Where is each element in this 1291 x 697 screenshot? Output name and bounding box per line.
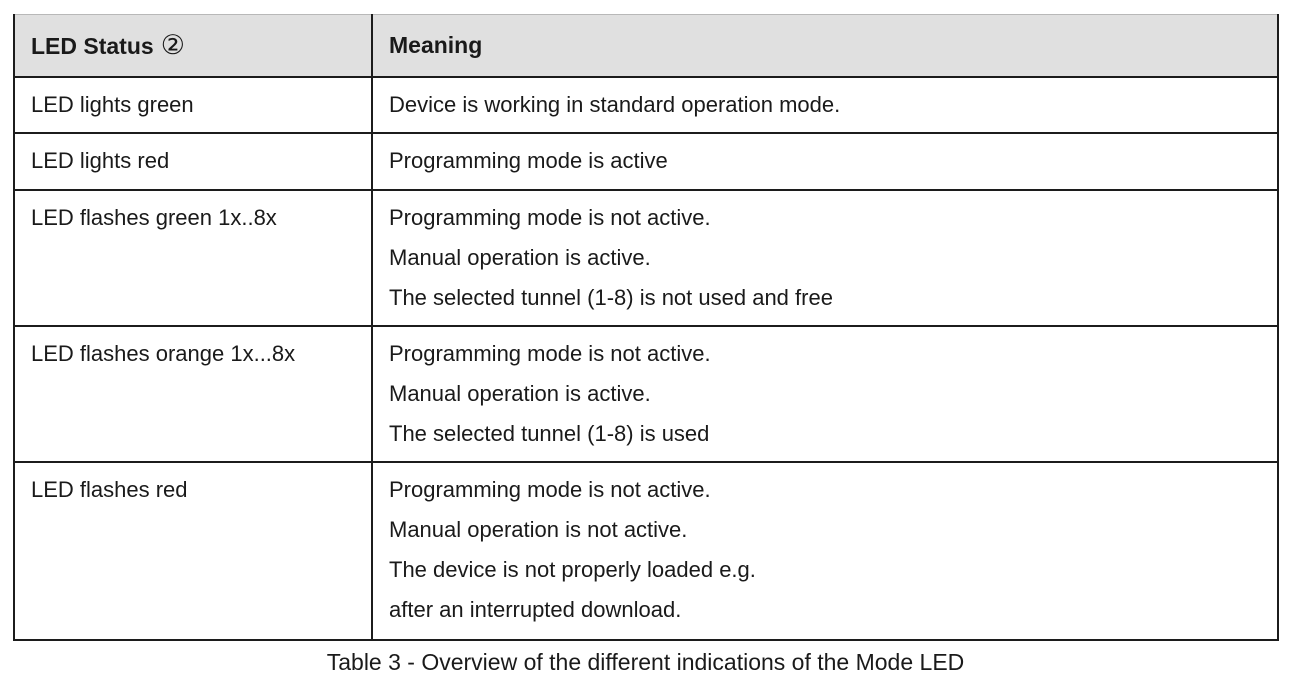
- meaning-line: Programming mode is not active.: [389, 477, 711, 502]
- led-status-cell: LED flashes orange 1x...8x: [13, 325, 373, 463]
- header-cell-led-status: LED Status ②: [13, 14, 373, 78]
- meaning-line: The selected tunnel (1-8) is used: [389, 421, 710, 446]
- table-caption: Table 3 - Overview of the different indi…: [326, 649, 965, 675]
- meaning-line: after an interrupted download.: [389, 597, 682, 622]
- led-status-header-label: LED Status: [31, 33, 154, 59]
- led-status-cell: LED lights green: [13, 76, 373, 134]
- meaning-line: The selected tunnel (1-8) is not used an…: [389, 285, 833, 310]
- meaning-line: Manual operation is not active.: [389, 517, 688, 542]
- meaning-line: Programming mode is not active.: [389, 341, 711, 366]
- meaning-line: Manual operation is active.: [389, 245, 651, 270]
- table-row: LED flashes red Programming mode is not …: [13, 461, 1279, 641]
- meaning-cell: Programming mode is not active. Manual o…: [371, 189, 1279, 327]
- table-row: LED flashes green 1x..8x Programming mod…: [13, 189, 1279, 327]
- led-status-cell: LED flashes green 1x..8x: [13, 189, 373, 327]
- led-status-cell: LED flashes red: [13, 461, 373, 641]
- meaning-cell: Device is working in standard operation …: [371, 76, 1279, 134]
- meaning-line: Programming mode is not active.: [389, 205, 711, 230]
- table-header-row: LED Status ② Meaning: [13, 14, 1279, 78]
- header-cell-meaning: Meaning: [371, 14, 1279, 78]
- led-status-table: LED Status ② Meaning LED lights green Dev…: [13, 14, 1279, 641]
- meaning-line: Manual operation is active.: [389, 381, 651, 406]
- meaning-line: The device is not properly loaded e.g.: [389, 557, 756, 582]
- table-row: LED lights green Device is working in st…: [13, 76, 1279, 134]
- meaning-cell: Programming mode is not active. Manual o…: [371, 325, 1279, 463]
- meaning-cell: Programming mode is active: [371, 132, 1279, 191]
- meaning-line: Device is working in standard operation …: [389, 92, 841, 117]
- circled-2-marker: ②: [160, 30, 185, 60]
- meaning-line: Programming mode is active: [389, 148, 668, 173]
- table-row: LED lights red Programming mode is activ…: [13, 132, 1279, 191]
- table-row: LED flashes orange 1x...8x Programming m…: [13, 325, 1279, 463]
- led-status-cell: LED lights red: [13, 132, 373, 191]
- meaning-cell: Programming mode is not active. Manual o…: [371, 461, 1279, 641]
